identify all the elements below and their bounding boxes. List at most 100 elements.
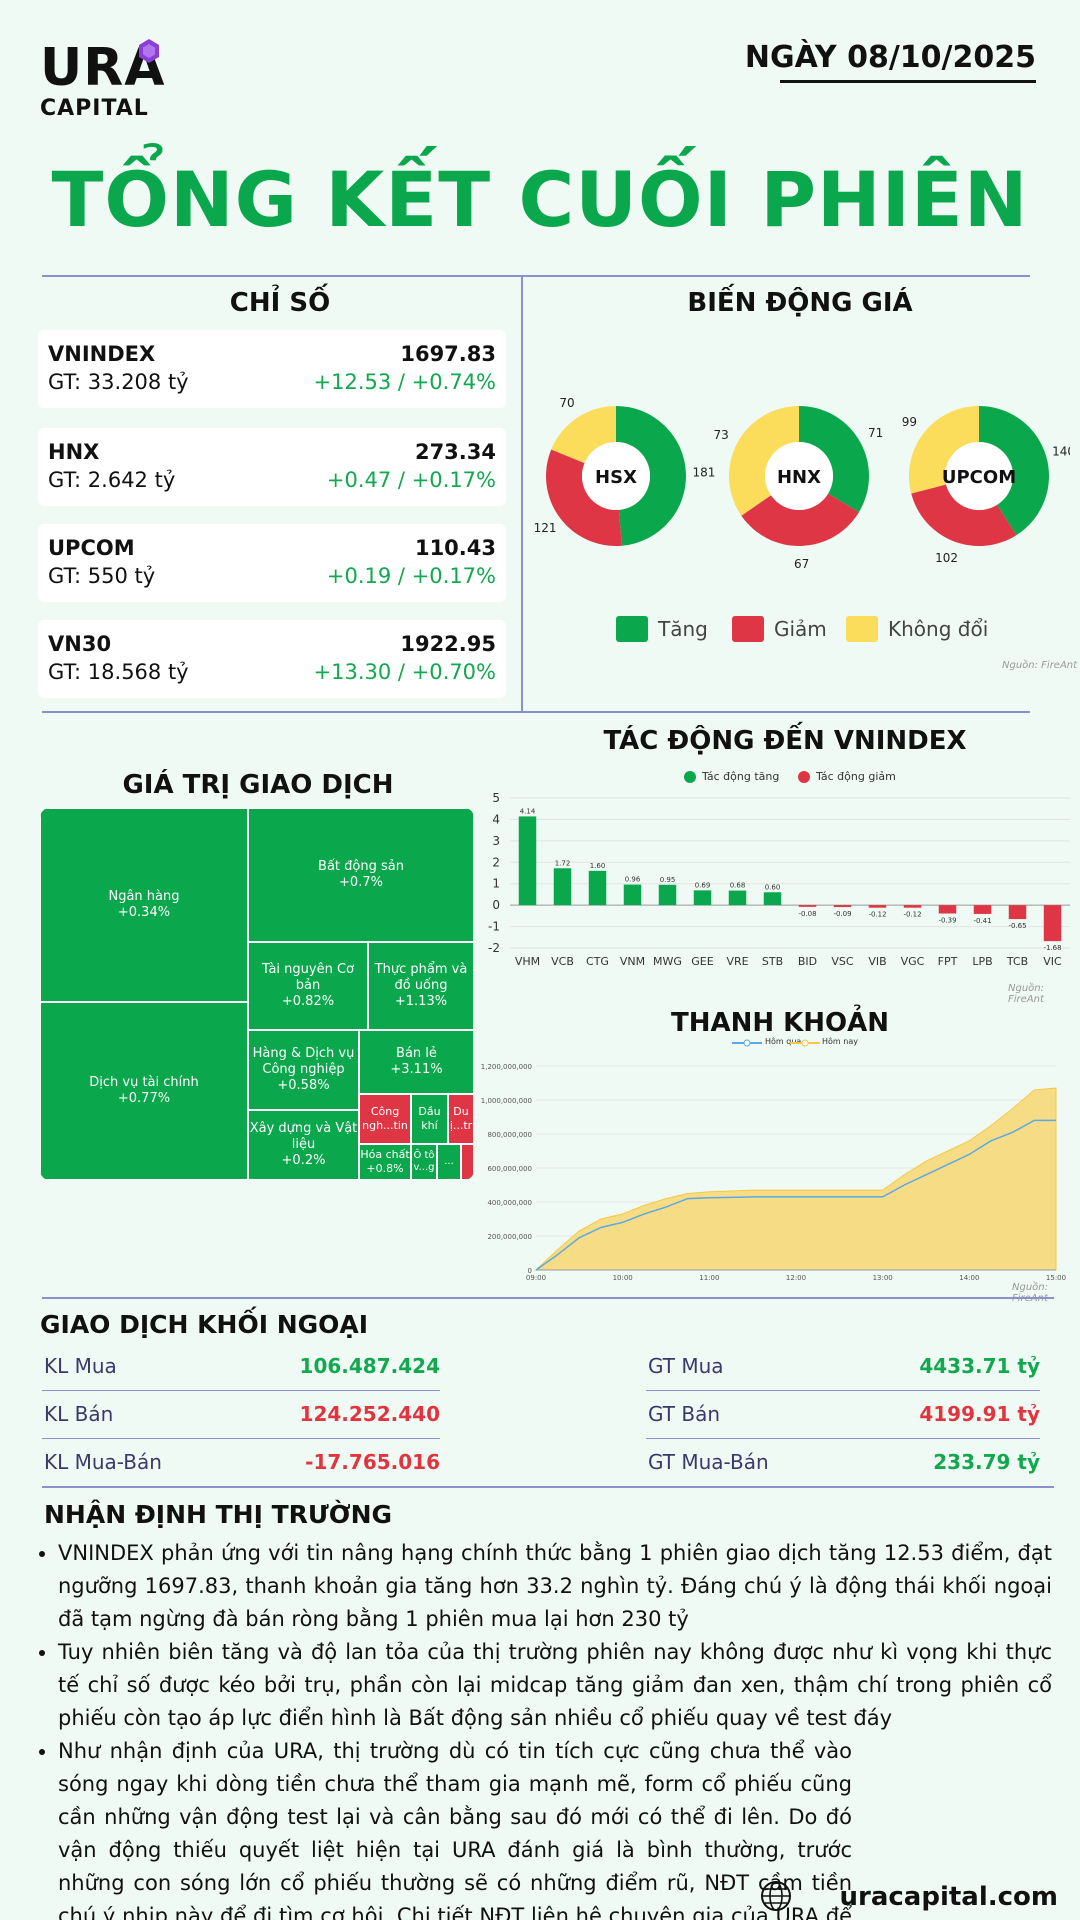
data-label: -0.08	[798, 910, 816, 918]
index-change: +13.30 / +0.70%	[313, 660, 496, 684]
treemap-cell[interactable]: Hàng & Dịch vụ Công nghiệp +0.58%	[248, 1030, 359, 1110]
divider	[646, 1438, 1040, 1439]
bar	[833, 905, 852, 908]
sector-change: +0.58%	[277, 1078, 330, 1094]
series-line-prev	[535, 1119, 1056, 1271]
foreign-label: KL Mua	[44, 1354, 117, 1378]
slice-label: 71	[868, 426, 883, 440]
sector-name: Thực phẩm và đồ uống	[374, 961, 468, 993]
foreign-value: 124.252.440	[299, 1402, 440, 1426]
pie-slice	[979, 406, 1049, 536]
outlook-bullet: VNINDEX phản ứng với tin nâng hạng chính…	[58, 1537, 1052, 1636]
liquidity-area-chart: 0 200,000,000 400,000,000 600,000,000 800,00…	[481, 1063, 1066, 1282]
slice-label: 70	[559, 396, 574, 410]
impact-bar-chart: -2 -1 0 1 2 3 4 5 4.14 VHM 1.72 VCB 1.60 CTG 0.96 VNM 0.…	[488, 791, 1070, 968]
treemap-cell[interactable]: Thực phẩm và đồ uống +1.13%	[368, 942, 474, 1030]
y-tick-label: 4	[492, 812, 500, 826]
indices-heading: CHỈ SỐ	[229, 288, 331, 318]
foreign-label: GT Mua-Bán	[648, 1450, 769, 1474]
x-tick-label: CTG	[586, 955, 609, 968]
x-tick-label: VGC	[901, 955, 925, 968]
index-gt: GT: 33.208 tỷ	[48, 370, 189, 394]
x-tick-label: BID	[798, 955, 817, 968]
x-tick-label: 09:00	[526, 1274, 546, 1282]
x-tick-label: 14:00	[959, 1274, 979, 1282]
legend-down-swatch	[732, 616, 764, 642]
divider	[646, 1390, 1040, 1391]
x-tick-label: TCB	[1006, 955, 1028, 968]
divider	[42, 1390, 440, 1391]
foreign-value: 4199.91 tỷ	[919, 1402, 1040, 1426]
series-area-today	[534, 1087, 1057, 1271]
sector-change: +0.77%	[117, 1091, 171, 1106]
index-change: +0.19 / +0.17%	[326, 564, 496, 588]
donut-hole	[582, 442, 650, 510]
foreign-value: 4433.71 tỷ	[919, 1354, 1040, 1378]
treemap-cell[interactable]: ...	[437, 1144, 461, 1180]
sector-name: Bất động sản	[318, 858, 404, 874]
x-tick-label: GEE	[691, 955, 713, 968]
x-tick-label: VRE	[726, 955, 748, 968]
pie-slice	[551, 406, 616, 464]
index-change: +12.53 / +0.74%	[313, 370, 496, 394]
x-tick-label: LPB	[972, 955, 992, 968]
index-name: VNINDEX	[48, 342, 156, 366]
source-note: Nguồn: FireAnt	[1008, 983, 1044, 1005]
sector-change: +3.11%	[390, 1062, 443, 1077]
website-link[interactable]: uracapital.com	[839, 1882, 1059, 1912]
slice-label: 67	[794, 557, 809, 571]
sector-name: Công ngh...tin	[362, 1105, 408, 1132]
bar	[938, 905, 957, 914]
bar	[658, 884, 677, 906]
y-tick-label: 0	[528, 1267, 532, 1275]
pie-slice	[911, 484, 1017, 546]
data-label: -0.39	[938, 917, 956, 925]
treemap-cell[interactable]: Dầu khí	[411, 1094, 448, 1144]
x-tick-label: VIC	[1043, 955, 1062, 968]
source-note: Nguồn: FireAnt	[1012, 1282, 1048, 1304]
foreign-heading: GIAO DỊCH KHỐI NGOẠI	[40, 1310, 369, 1339]
foreign-value: 106.487.424	[299, 1354, 440, 1378]
bar	[588, 870, 607, 906]
x-tick-label: STB	[762, 955, 783, 968]
treemap-cell[interactable]: Hóa chất +0.8%	[359, 1144, 411, 1180]
divider	[42, 1438, 440, 1439]
price-movement-heading: BIẾN ĐỘNG GIÁ	[687, 288, 913, 318]
sector-change: +0.7%	[339, 875, 383, 890]
treemap-cell[interactable]: Ngân hàng +0.34%	[40, 808, 248, 1002]
treemap-cell[interactable]: Tài nguyên Cơ bản +0.82%	[248, 942, 368, 1030]
data-label: -1.68	[1043, 944, 1061, 952]
slice-label: 140	[1052, 445, 1070, 459]
treemap-cell[interactable]: Dịch vụ tài chính +0.77%	[40, 1002, 248, 1180]
index-gt: GT: 18.568 tỷ	[48, 660, 189, 684]
x-tick-label: 13:00	[873, 1274, 893, 1282]
data-label: 1.72	[555, 859, 571, 867]
logo-gem-icon	[139, 39, 159, 63]
treemap-cell[interactable]: Bất động sản +0.7%	[248, 808, 474, 942]
sector-change: +0.8%	[366, 1162, 404, 1175]
slice-label: 121	[534, 521, 557, 535]
index-card-upcom[interactable]: UPCOM GT: 550 tỷ 110.43 +0.19 / +0.17%	[38, 524, 506, 602]
x-tick-label: VIB	[868, 955, 886, 968]
sector-name: Hóa chất	[360, 1148, 410, 1162]
legend-prev-label: Hôm qua	[765, 1037, 802, 1046]
bar	[728, 890, 747, 906]
data-label: 0.68	[730, 882, 746, 890]
index-name: VN30	[48, 632, 112, 656]
treemap-cell[interactable]: Ô tô v...g	[411, 1144, 437, 1180]
index-card-hnx[interactable]: HNX GT: 2.642 tỷ 273.34 +0.47 / +0.17%	[38, 428, 506, 506]
y-tick-label: 5	[492, 791, 500, 805]
treemap-cell[interactable]	[461, 1144, 474, 1180]
index-change: +0.47 / +0.17%	[326, 468, 496, 492]
treemap-cell[interactable]: Xây dựng và Vật liệu +0.2%	[248, 1110, 359, 1180]
treemap-cell[interactable]: Du lị...trí	[448, 1094, 474, 1144]
data-label: -0.65	[1008, 922, 1026, 930]
x-tick-label: VSC	[831, 955, 854, 968]
donut-title: HNX	[777, 467, 821, 488]
treemap-cell[interactable]: Bán lẻ +3.11%	[359, 1030, 474, 1094]
slice-label: 73	[713, 428, 728, 442]
index-card-vn30[interactable]: VN30 GT: 18.568 tỷ 1922.95 +13.30 / +0.7…	[38, 620, 506, 698]
index-card-vnindex[interactable]: VNINDEX GT: 33.208 tỷ 1697.83 +12.53 / +…	[38, 330, 506, 408]
treemap-cell[interactable]: Công ngh...tin	[359, 1094, 411, 1144]
pie-slice	[741, 493, 859, 546]
